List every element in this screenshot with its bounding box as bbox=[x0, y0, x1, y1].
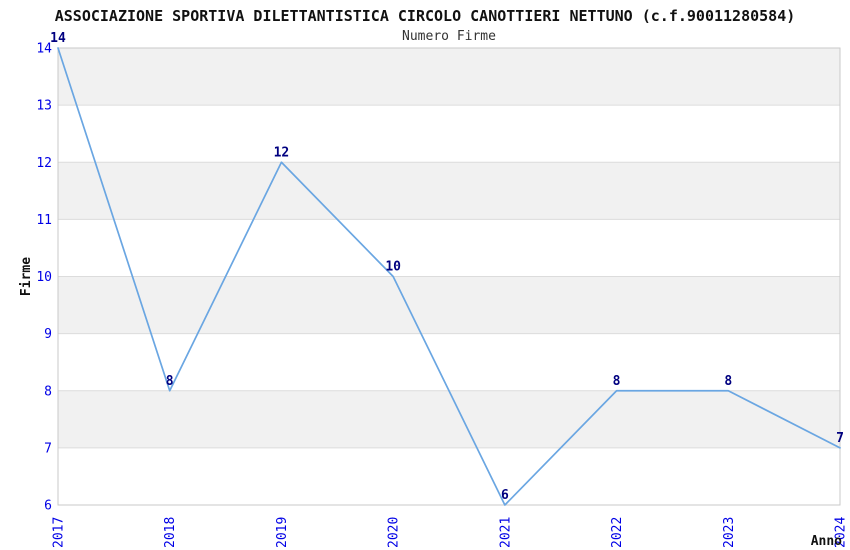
plot-band bbox=[58, 390, 840, 448]
data-point-label: 10 bbox=[385, 260, 401, 275]
data-point-label: 8 bbox=[613, 374, 621, 389]
y-tick-label: 11 bbox=[36, 213, 52, 228]
x-tick-label: 2021 bbox=[498, 517, 513, 548]
x-tick-label: 2017 bbox=[52, 517, 67, 548]
data-point-label: 7 bbox=[836, 431, 844, 446]
y-tick-label: 7 bbox=[44, 441, 52, 456]
data-point-label: 6 bbox=[501, 488, 509, 503]
y-tick-label: 12 bbox=[36, 156, 52, 171]
plot-band bbox=[58, 276, 840, 334]
x-tick-label: 2024 bbox=[834, 517, 849, 548]
chart-subtitle: Numero Firme bbox=[402, 29, 496, 44]
plot-band bbox=[58, 162, 840, 220]
plot-band bbox=[58, 48, 840, 106]
y-tick-label: 8 bbox=[44, 384, 52, 399]
x-tick-label: 2020 bbox=[387, 517, 402, 548]
data-point-label: 8 bbox=[724, 374, 732, 389]
x-axis-title: Anno bbox=[811, 534, 842, 549]
data-line bbox=[57, 47, 841, 506]
x-tick-label: 2023 bbox=[722, 517, 737, 548]
y-axis-title: Firme bbox=[19, 257, 34, 296]
y-tick-label: 6 bbox=[44, 499, 52, 514]
y-tick-label: 10 bbox=[36, 270, 52, 285]
y-tick-label: 14 bbox=[36, 42, 52, 57]
plot-border bbox=[57, 47, 841, 506]
data-point-label: 8 bbox=[166, 374, 174, 389]
y-tick-label: 9 bbox=[44, 327, 52, 342]
x-tick-label: 2019 bbox=[275, 517, 290, 548]
data-point-label: 14 bbox=[50, 31, 66, 46]
y-tick-label: 13 bbox=[36, 99, 52, 114]
data-point-label: 12 bbox=[274, 145, 290, 160]
x-tick-label: 2018 bbox=[163, 517, 178, 548]
x-tick-label: 2022 bbox=[610, 517, 625, 548]
chart-title: ASSOCIAZIONE SPORTIVA DILETTANTISTICA CI… bbox=[54, 7, 796, 25]
